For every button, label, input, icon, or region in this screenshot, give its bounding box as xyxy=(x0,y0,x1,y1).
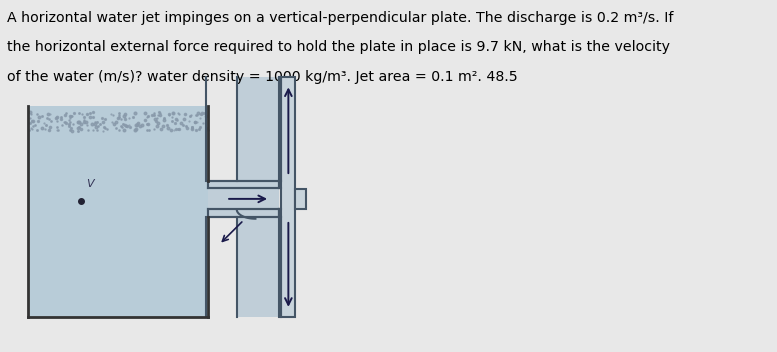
Bar xyxy=(281,77,295,317)
Bar xyxy=(28,106,208,317)
Bar xyxy=(237,217,279,317)
Text: V: V xyxy=(86,178,94,189)
Bar xyxy=(295,189,306,209)
Bar xyxy=(208,209,279,217)
Text: of the water (m/s)? water density = 1000 kg/m³. Jet area = 0.1 m². 48.5: of the water (m/s)? water density = 1000… xyxy=(7,70,517,84)
Bar xyxy=(208,181,279,188)
Text: A horizontal water jet impinges on a vertical-perpendicular plate. The discharge: A horizontal water jet impinges on a ver… xyxy=(7,11,674,25)
Bar xyxy=(208,188,279,209)
Text: the horizontal external force required to hold the plate in place is 9.7 kN, wha: the horizontal external force required t… xyxy=(7,40,670,55)
Bar xyxy=(237,77,279,181)
